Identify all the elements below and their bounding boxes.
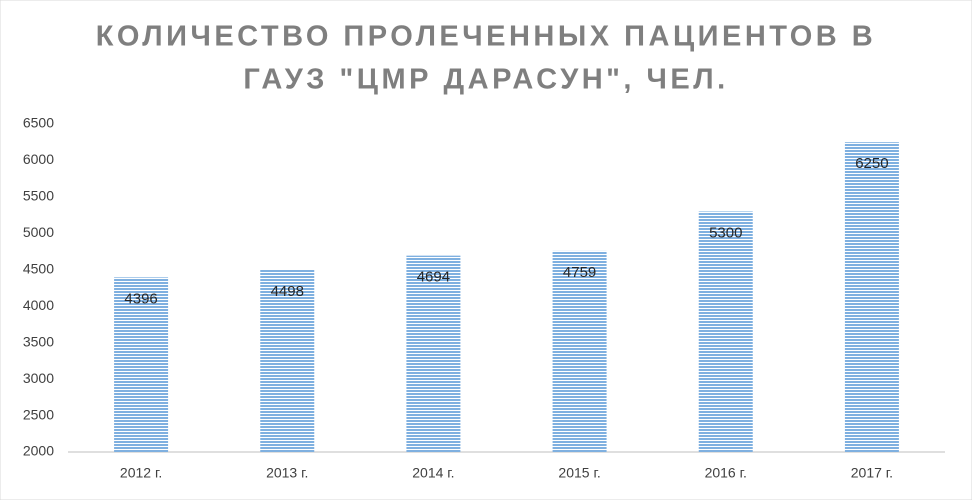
value-label: 4694 [417,269,450,286]
bar [698,211,753,452]
x-tick-label: 2014 г. [412,465,454,481]
y-tick-label: 3500 [23,333,54,349]
bar [552,250,607,452]
y-tick-label: 5500 [23,188,54,204]
bar [406,255,461,452]
y-tick-label: 5000 [23,224,54,240]
x-tick-label: 2016 г. [705,465,747,481]
chart-title: ГАУЗ "ЦМР ДАРАСУН", ЧЕЛ. [243,64,728,96]
chart-title: КОЛИЧЕСТВО ПРОЛЕЧЕННЫХ ПАЦИЕНТОВ В [96,21,877,53]
value-label: 6250 [855,155,888,172]
bar [844,142,899,452]
y-tick-label: 2000 [23,443,54,459]
value-label: 4396 [124,290,157,307]
x-tick-label: 2015 г. [558,465,600,481]
x-tick-label: 2012 г. [120,465,162,481]
x-tick-label: 2017 г. [851,465,893,481]
bar [260,269,315,452]
value-label: 4759 [563,264,596,281]
bar [114,277,169,452]
y-tick-label: 4000 [23,297,54,313]
y-tick-label: 4500 [23,260,54,276]
x-tick-label: 2013 г. [266,465,308,481]
y-tick-label: 3000 [23,370,54,386]
value-label: 4498 [271,283,304,300]
value-label: 5300 [709,224,742,241]
y-tick-label: 6500 [23,115,54,131]
y-tick-label: 2500 [23,406,54,422]
y-tick-label: 6000 [23,151,54,167]
